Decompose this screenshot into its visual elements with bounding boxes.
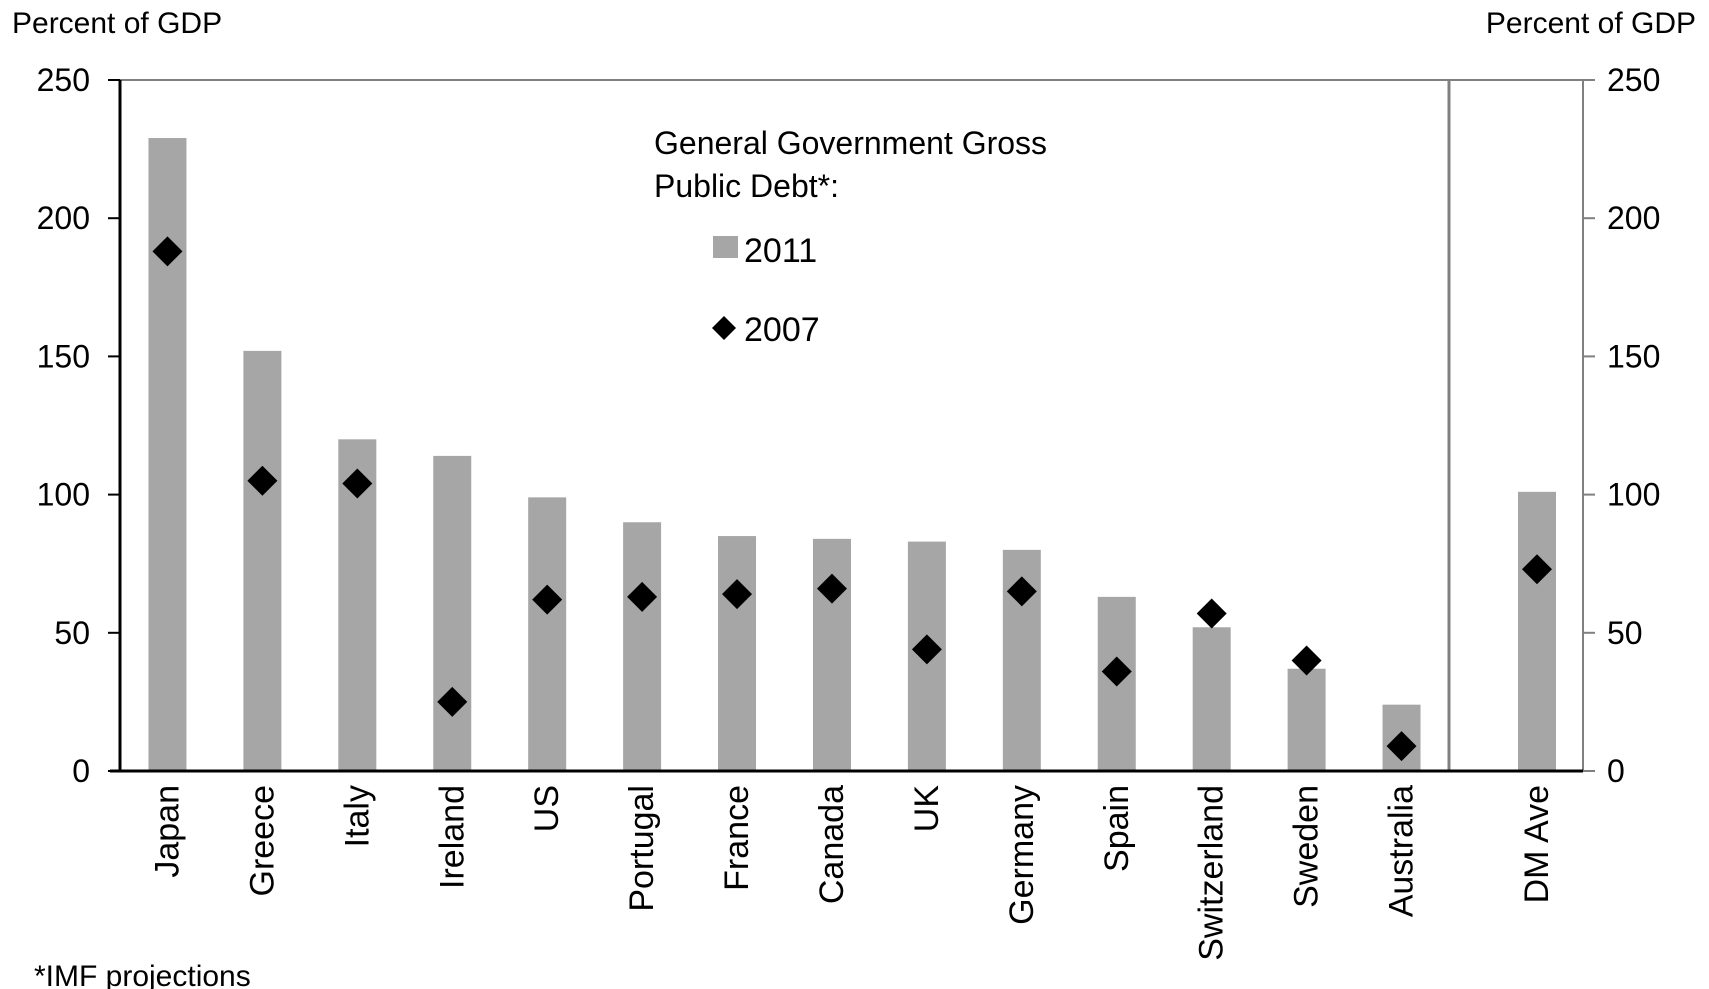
legend-label-2007: 2007 xyxy=(744,311,820,349)
bar-2011-dm-ave xyxy=(1518,491,1556,771)
right-y-tick-label: 150 xyxy=(1607,338,1660,374)
legend-swatch-2007 xyxy=(712,316,736,340)
footnote: *IMF projections xyxy=(34,960,251,989)
marker-2007-germany xyxy=(1006,576,1037,607)
bar-2011-us xyxy=(528,497,567,771)
marker-2007-japan xyxy=(152,236,183,267)
marker-2007-france xyxy=(722,579,753,610)
right-y-tick-label: 250 xyxy=(1607,62,1660,98)
x-tick-label: Germany xyxy=(1003,785,1041,925)
left-y-tick-label: 50 xyxy=(54,615,90,651)
x-tick-label: Greece xyxy=(243,785,281,897)
x-tick-label: DM Ave xyxy=(1518,785,1556,903)
right-y-tick-label: 200 xyxy=(1607,200,1660,236)
right-y-tick-label: 100 xyxy=(1607,477,1660,513)
x-tick-label: Switzerland xyxy=(1193,785,1231,961)
marker-2007-australia xyxy=(1386,731,1417,762)
legend-title-line-1: General Government Gross xyxy=(654,125,1047,161)
right-y-tick-label: 50 xyxy=(1607,615,1643,651)
bar-2011-greece xyxy=(243,350,282,771)
bar-2011-france xyxy=(718,536,757,771)
left-y-tick-label: 200 xyxy=(37,200,90,236)
right-y-tick-label: 0 xyxy=(1607,753,1625,789)
x-tick-label: France xyxy=(718,785,756,891)
legend-swatch-2011 xyxy=(713,236,738,258)
x-tick-label: UK xyxy=(908,785,946,833)
x-tick-label: Australia xyxy=(1383,785,1421,917)
bar-2011-japan xyxy=(148,138,187,771)
x-tick-label: Sweden xyxy=(1288,785,1326,908)
right-axis-label: Percent of GDP xyxy=(1486,7,1696,40)
marker-2007-spain xyxy=(1101,656,1132,687)
left-y-tick-label: 100 xyxy=(37,477,90,513)
marker-2007-canada xyxy=(816,573,847,604)
bar-2011-switzerland xyxy=(1192,627,1231,771)
marker-2007-italy xyxy=(342,468,373,499)
left-y-tick-label: 250 xyxy=(37,62,90,98)
x-tick-label: Portugal xyxy=(623,785,661,912)
bar-2011-sweden xyxy=(1287,668,1326,771)
legend-title-line-2: Public Debt*: xyxy=(654,168,839,204)
marker-2007-greece xyxy=(247,465,278,496)
legend-label-2011: 2011 xyxy=(744,232,817,270)
x-tick-label: US xyxy=(528,785,566,832)
marker-2007-uk xyxy=(911,634,942,665)
left-axis-label: Percent of GDP xyxy=(12,7,222,40)
x-tick-label: Canada xyxy=(813,785,851,904)
bar-2011-ireland xyxy=(433,455,472,771)
x-tick-label: Ireland xyxy=(433,785,471,889)
x-tick-label: Japan xyxy=(148,785,186,878)
x-tick-label: Spain xyxy=(1098,785,1136,872)
marker-2007-dm-ave xyxy=(1522,554,1552,585)
marker-2007-portugal xyxy=(627,581,658,612)
bar-2011-portugal xyxy=(623,522,662,771)
marker-2007-ireland xyxy=(437,686,468,717)
x-tick-label: Italy xyxy=(338,785,376,847)
left-y-tick-label: 0 xyxy=(72,753,90,789)
left-y-tick-label: 150 xyxy=(37,338,90,374)
marker-2007-us xyxy=(532,584,563,615)
legend: General Government Gross Public Debt*: 2… xyxy=(654,125,1047,349)
marker-2007-switzerland xyxy=(1196,598,1227,629)
marker-2007-sweden xyxy=(1291,645,1322,676)
